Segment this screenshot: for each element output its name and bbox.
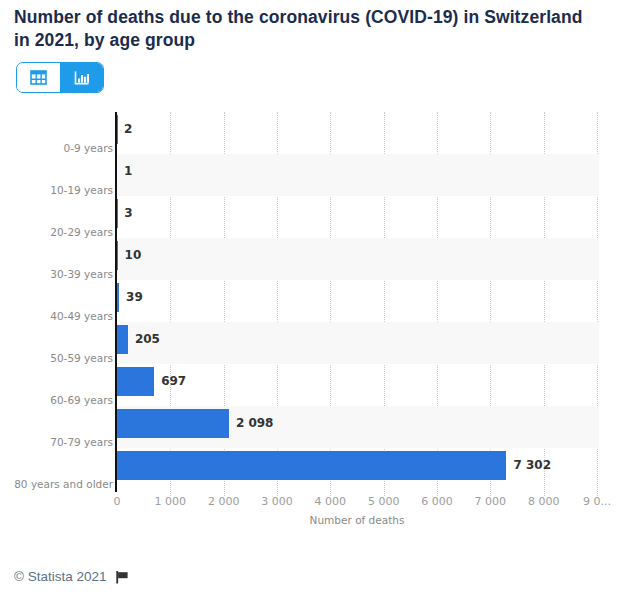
chart-row: 20-29 years3	[117, 196, 599, 238]
table-view-button[interactable]	[17, 63, 60, 92]
bar-chart-icon	[73, 70, 90, 86]
chart-rows: 0-9 years210-19 years120-29 years330-39 …	[117, 112, 599, 490]
x-tick-label: 9 0...	[583, 495, 611, 508]
category-label: 30-39 years	[50, 268, 113, 280]
chart-bar[interactable]	[117, 451, 506, 480]
x-tick-label: 2 000	[208, 495, 240, 508]
flag-icon	[115, 570, 129, 584]
category-label: 50-59 years	[50, 352, 113, 364]
chart-row: 80 years and older7 302	[117, 448, 599, 490]
table-grid-icon	[30, 70, 47, 85]
chart-bar[interactable]	[117, 283, 119, 312]
category-label: 0-9 years	[64, 142, 113, 154]
chart-row: 60-69 years697	[117, 364, 599, 406]
x-tick-label: 5 000	[368, 495, 400, 508]
x-axis-title: Number of deaths	[117, 514, 597, 526]
category-label: 60-69 years	[50, 394, 113, 406]
value-label: 3	[124, 206, 132, 220]
copyright-text: © Statista 2021	[14, 569, 107, 584]
x-tick-label: 4 000	[315, 495, 347, 508]
value-label: 39	[126, 290, 143, 304]
value-label: 7 302	[513, 458, 551, 472]
category-label: 70-79 years	[50, 436, 113, 448]
category-label: 20-29 years	[50, 226, 113, 238]
category-label: 10-19 years	[50, 184, 113, 196]
page-title: Number of deaths due to the coronavirus …	[14, 6, 592, 52]
value-label: 2 098	[236, 416, 274, 430]
value-label: 697	[161, 374, 186, 388]
chart-row: 0-9 years2	[117, 112, 599, 154]
category-label: 40-49 years	[50, 310, 113, 322]
value-label: 10	[125, 248, 142, 262]
chart-row: 50-59 years205	[117, 322, 599, 364]
value-label: 2	[124, 122, 132, 136]
statista-chart-page: Number of deaths due to the coronavirus …	[0, 0, 618, 592]
chart-row: 40-49 years39	[117, 280, 599, 322]
value-label: 1	[124, 164, 132, 178]
x-tick-label: 0	[114, 495, 121, 508]
chart-view-button[interactable]	[60, 63, 103, 92]
chart-row: 70-79 years2 098	[117, 406, 599, 448]
bar-chart-plot: 0-9 years210-19 years120-29 years330-39 …	[117, 112, 599, 490]
chart-bar[interactable]	[117, 241, 118, 270]
x-tick-label: 3 000	[261, 495, 293, 508]
x-tick-label: 8 000	[528, 495, 560, 508]
chart-row: 10-19 years1	[117, 154, 599, 196]
view-toggle	[16, 62, 104, 93]
footer: © Statista 2021	[14, 569, 129, 584]
value-label: 205	[135, 332, 160, 346]
x-axis-ticks: 0 1 000 2 000 3 000 4 000 5 000 6 000 7 000 8 00…	[117, 495, 599, 509]
x-tick-label: 6 000	[421, 495, 453, 508]
chart-bar[interactable]	[117, 325, 128, 354]
chart-bar[interactable]	[117, 367, 154, 396]
x-tick-label: 1 000	[155, 495, 187, 508]
chart-row: 30-39 years10	[117, 238, 599, 280]
x-tick-label: 7 000	[475, 495, 507, 508]
category-label: 80 years and older	[14, 478, 113, 490]
chart-bar[interactable]	[117, 409, 229, 438]
